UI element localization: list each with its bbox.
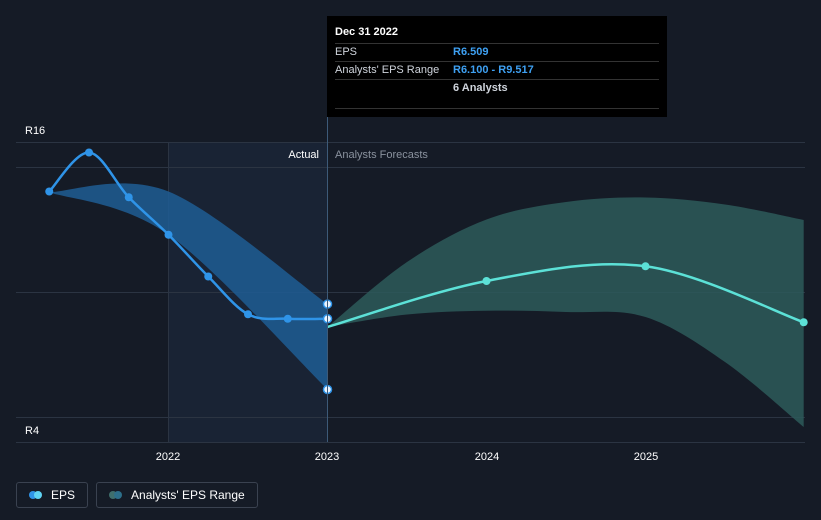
eps-actual-point	[45, 187, 54, 196]
tooltip-divider	[335, 108, 659, 109]
eps-forecast-point	[641, 262, 650, 271]
legend-label: Analysts' EPS Range	[131, 488, 245, 502]
eps-range-swatch-icon	[109, 491, 125, 499]
eps-actual-point	[244, 310, 252, 319]
tooltip: Dec 31 2022 EPS R6.509 Analysts' EPS Ran…	[327, 16, 667, 117]
forecast-label: Analysts Forecasts	[335, 149, 428, 161]
eps-forecast-point	[482, 277, 491, 285]
eps-forecast-point	[799, 318, 808, 327]
eps-actual-point	[85, 148, 93, 157]
swatch-dot	[109, 491, 118, 499]
tooltip-analysts-count: 6 Analysts	[453, 82, 508, 94]
tooltip-date: Dec 31 2022	[335, 24, 659, 44]
legend: EPS Analysts' EPS Range	[16, 482, 258, 508]
actual-eps-range-band	[49, 183, 328, 390]
swatch-dot	[34, 491, 42, 499]
tooltip-value: R6.100 - R9.517	[453, 64, 534, 76]
legend-item-eps[interactable]: EPS	[16, 482, 89, 508]
eps-actual-point	[164, 230, 173, 239]
swatch-dot	[29, 491, 37, 499]
eps-actual-point	[204, 272, 213, 281]
x-tick-label-2023: 2023	[315, 451, 339, 463]
x-tick-label-2024: 2024	[475, 451, 499, 463]
legend-item-eps-range[interactable]: Analysts' EPS Range	[96, 482, 258, 508]
y-tick-label-top: R16	[25, 125, 45, 137]
legend-label: EPS	[51, 488, 76, 502]
tooltip-key: EPS	[335, 46, 358, 58]
x-tick-label-2022: 2022	[156, 451, 180, 463]
tooltip-row-range: Analysts' EPS Range R6.100 - R9.517	[335, 62, 659, 80]
tooltip-key: Analysts' EPS Range	[335, 64, 440, 76]
eps-actual-point	[283, 314, 292, 323]
tooltip-value: R6.509	[453, 46, 489, 58]
x-tick-label-2025: 2025	[634, 451, 658, 463]
tooltip-row-eps: EPS R6.509	[335, 44, 659, 62]
eps-forecast-line	[327, 262, 805, 329]
eps-actual-point	[124, 193, 133, 202]
actual-label: Actual	[288, 149, 319, 161]
tooltip-row-analysts: 6 Analysts	[335, 80, 659, 97]
y-tick-label-bottom: R4	[25, 425, 39, 437]
forecast-eps-range-band	[327, 197, 804, 427]
tooltip-key	[335, 80, 453, 97]
eps-swatch-icon	[29, 491, 45, 499]
swatch-dot	[114, 491, 123, 499]
